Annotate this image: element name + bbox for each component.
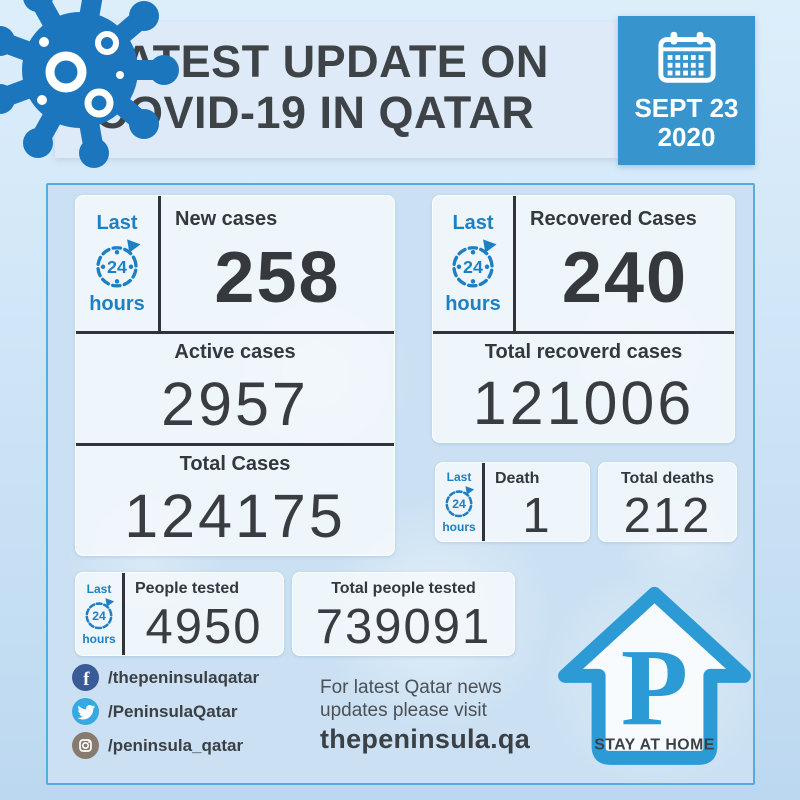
new-cases-label: New cases [175,208,278,230]
horizontal-divider [433,331,734,334]
total-deaths-card: Total deaths 212 [598,462,737,543]
instagram-link[interactable]: /peninsula_qatar [72,732,259,759]
people-tested-label: People tested [135,580,240,597]
svg-text:f: f [83,669,90,690]
last-label: Last [452,211,494,234]
facebook-handle: /thepeninsulaqatar [108,667,260,687]
twitter-link[interactable]: /PeninsulaQatar [72,698,259,725]
active-cases-value: 2957 [161,369,309,438]
hours-label: hours [445,292,501,315]
total-recovered-label: Total recoverd cases [484,341,683,363]
title-line-2: COVID-19 IN QATAR [95,87,535,138]
recovered-cases-value: 240 [561,238,689,318]
vertical-divider [158,196,161,331]
svg-text:24: 24 [452,497,466,511]
last-label: Last [86,582,112,596]
house-icon: P STAY AT HOME [558,586,751,765]
last-label: Last [96,211,138,234]
calendar-icon [657,31,716,83]
date-line-1: SEPT 23 [634,93,739,123]
last-24-hours-badge: Last 24 hours [76,196,158,331]
active-cases-label: Active cases [174,341,296,363]
horizontal-divider [76,443,394,446]
hours-label: hours [442,520,476,534]
facebook-icon: f [72,664,99,691]
total-cases-label: Total Cases [179,453,291,475]
facebook-link[interactable]: f /thepeninsulaqatar [72,664,259,691]
new-cases-value: 258 [214,238,341,318]
vertical-divider [482,463,485,541]
svg-text:24: 24 [107,256,127,276]
death-value: 1 [522,489,552,543]
date-badge: SEPT 23 2020 [618,16,755,165]
last-24-hours-badge: Last 24 hours [433,196,513,331]
recovered-cases-section: Last 24 hours Recovered Cases 240 [433,196,734,331]
total-deaths-label: Total deaths [620,470,715,487]
hours-label: hours [89,292,145,315]
total-cases-section: Total Cases 124175 [76,446,394,555]
total-recovered-section: Total recoverd cases 121006 [433,334,734,442]
website-link[interactable]: thepeninsula.qa [320,724,531,754]
logo-letter: P [621,626,688,748]
vertical-divider [122,573,125,655]
hours-label: hours [82,632,116,646]
death-card: Last 24 hours Death 1 [435,462,590,543]
last-24-hours-badge: Last 24 hours [76,573,122,655]
twitter-icon [72,698,99,725]
active-cases-section: Active cases 2957 [76,334,394,443]
death-label: Death [495,470,540,487]
stay-at-home-logo: P STAY AT HOME [552,578,757,783]
clock-24-icon: 24 [96,238,141,288]
note-line-1: For latest Qatar news [320,677,502,698]
svg-text:24: 24 [463,256,483,276]
people-tested-card: Last 24 hours People tested 4950 [75,572,284,656]
total-people-tested-value: 739091 [315,599,492,654]
date-line-2: 2020 [657,122,716,152]
footer-note: For latest Qatar news updates please vis… [320,676,502,722]
total-people-tested-card: Total people tested 739091 [292,572,515,656]
total-people-tested-label: Total people tested [331,580,476,597]
total-recovered-value: 121006 [472,369,695,437]
new-cases-section: Last 24 hours New cases 258 [76,196,394,331]
instagram-handle: /peninsula_qatar [108,735,244,755]
note-line-2: updates please visit [320,700,487,721]
clock-24-icon: 24 [445,486,475,518]
last-24-hours-badge: Last 24 hours [436,463,482,541]
recovered-cases-label: Recovered Cases [530,208,697,230]
total-deaths-value: 212 [623,489,712,543]
people-tested-value: 4950 [145,599,263,654]
svg-text:24: 24 [92,609,106,623]
total-cases-value: 124175 [124,481,346,550]
instagram-icon [72,732,99,759]
clock-24-icon: 24 [452,238,497,288]
vertical-divider [513,196,516,331]
cases-card: Last 24 hours New cases 258 Active cases… [75,195,395,556]
recovered-card: Last 24 hours Recovered Cases 240 Total … [432,195,735,443]
horizontal-divider [76,331,394,334]
clock-24-icon: 24 [85,598,115,630]
stay-at-home-label: STAY AT HOME [594,736,715,753]
coronavirus-icon [0,0,179,168]
social-links: f /thepeninsulaqatar /PeninsulaQatar /pe… [72,664,259,759]
twitter-handle: /PeninsulaQatar [108,701,238,721]
last-label: Last [446,470,472,484]
